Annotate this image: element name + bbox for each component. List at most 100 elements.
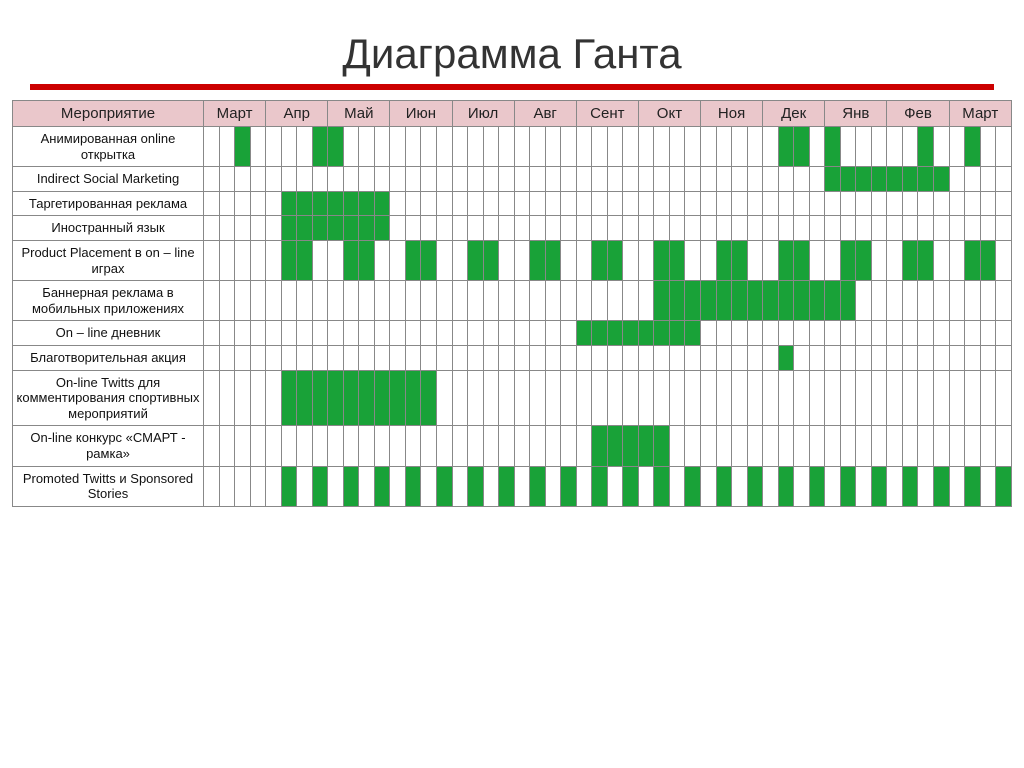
gantt-cell: [794, 216, 810, 241]
gantt-cell: [328, 345, 344, 370]
gantt-cell: [468, 345, 484, 370]
gantt-cell: [638, 466, 654, 506]
gantt-cell: [436, 281, 452, 321]
task-row: On – line дневник: [13, 321, 1012, 346]
gantt-cell: [514, 370, 530, 426]
gantt-cell: [933, 370, 949, 426]
gantt-cell-filled: [281, 240, 297, 280]
gantt-cell-filled: [421, 240, 437, 280]
gantt-cell: [856, 345, 872, 370]
gantt-cell: [545, 345, 561, 370]
gantt-cell: [794, 370, 810, 426]
gantt-cell: [996, 167, 1012, 192]
gantt-cell-filled: [374, 466, 390, 506]
gantt-cell: [701, 216, 717, 241]
gantt-cell: [421, 345, 437, 370]
gantt-cell-filled: [732, 240, 748, 280]
gantt-cell: [980, 370, 996, 426]
gantt-cell: [871, 281, 887, 321]
gantt-cell-filled: [887, 167, 903, 192]
gantt-cell-filled: [747, 466, 763, 506]
task-label: Таргетированная реклама: [13, 191, 204, 216]
gantt-cell: [390, 426, 406, 466]
gantt-cell: [747, 370, 763, 426]
gantt-cell: [623, 281, 639, 321]
gantt-cell: [514, 321, 530, 346]
gantt-cell-filled: [343, 370, 359, 426]
gantt-cell-filled: [297, 216, 313, 241]
gantt-cell: [390, 466, 406, 506]
gantt-cell: [685, 370, 701, 426]
gantt-cell: [996, 426, 1012, 466]
gantt-cell: [343, 167, 359, 192]
gantt-cell: [545, 167, 561, 192]
gantt-cell: [825, 426, 841, 466]
gantt-cell: [701, 240, 717, 280]
task-label: Indirect Social Marketing: [13, 167, 204, 192]
gantt-cell: [421, 167, 437, 192]
gantt-cell-filled: [716, 240, 732, 280]
gantt-cell: [902, 127, 918, 167]
gantt-cell: [405, 426, 421, 466]
gantt-cell: [592, 345, 608, 370]
gantt-cell: [778, 321, 794, 346]
gantt-cell: [576, 216, 592, 241]
gantt-cell: [949, 281, 965, 321]
gantt-cell: [747, 216, 763, 241]
gantt-cell: [204, 281, 220, 321]
gantt-cell: [685, 216, 701, 241]
gantt-cell: [266, 321, 282, 346]
gantt-cell-filled: [328, 216, 344, 241]
gantt-cell-filled: [794, 281, 810, 321]
gantt-cell: [436, 127, 452, 167]
gantt-cell: [887, 216, 903, 241]
gantt-cell: [685, 127, 701, 167]
gantt-cell: [514, 345, 530, 370]
gantt-cell: [499, 191, 515, 216]
gantt-cell: [887, 345, 903, 370]
gantt-cell: [965, 216, 981, 241]
month-header: Июл: [452, 101, 514, 127]
gantt-cell: [219, 167, 235, 192]
gantt-cell: [266, 191, 282, 216]
gantt-cell-filled: [825, 281, 841, 321]
gantt-cell: [607, 345, 623, 370]
gantt-cell: [918, 345, 934, 370]
gantt-cell: [980, 321, 996, 346]
gantt-cell: [468, 321, 484, 346]
task-row: Indirect Social Marketing: [13, 167, 1012, 192]
gantt-cell: [809, 167, 825, 192]
gantt-cell: [374, 281, 390, 321]
gantt-cell-filled: [359, 191, 375, 216]
gantt-cell: [949, 370, 965, 426]
gantt-cell: [204, 345, 220, 370]
gantt-cell: [623, 216, 639, 241]
gantt-cell: [204, 370, 220, 426]
gantt-cell-filled: [281, 370, 297, 426]
gantt-cell: [856, 321, 872, 346]
gantt-cell: [250, 191, 266, 216]
gantt-cell: [871, 216, 887, 241]
gantt-cell-filled: [281, 216, 297, 241]
gantt-cell-filled: [359, 240, 375, 280]
gantt-cell: [887, 466, 903, 506]
gantt-cell: [669, 345, 685, 370]
gantt-cell: [452, 281, 468, 321]
gantt-cell: [732, 127, 748, 167]
gantt-cell: [204, 426, 220, 466]
task-label: Иностранный язык: [13, 216, 204, 241]
gantt-cell: [343, 426, 359, 466]
gantt-cell-filled: [468, 466, 484, 506]
gantt-cell: [561, 345, 577, 370]
gantt-cell: [701, 370, 717, 426]
gantt-cell-filled: [669, 281, 685, 321]
gantt-cell: [732, 466, 748, 506]
gantt-cell-filled: [654, 281, 670, 321]
gantt-cell: [654, 167, 670, 192]
gantt-cell: [763, 321, 779, 346]
gantt-cell: [980, 466, 996, 506]
gantt-cell: [887, 370, 903, 426]
gantt-cell: [592, 167, 608, 192]
month-header: Авг: [514, 101, 576, 127]
gantt-cell-filled: [312, 191, 328, 216]
